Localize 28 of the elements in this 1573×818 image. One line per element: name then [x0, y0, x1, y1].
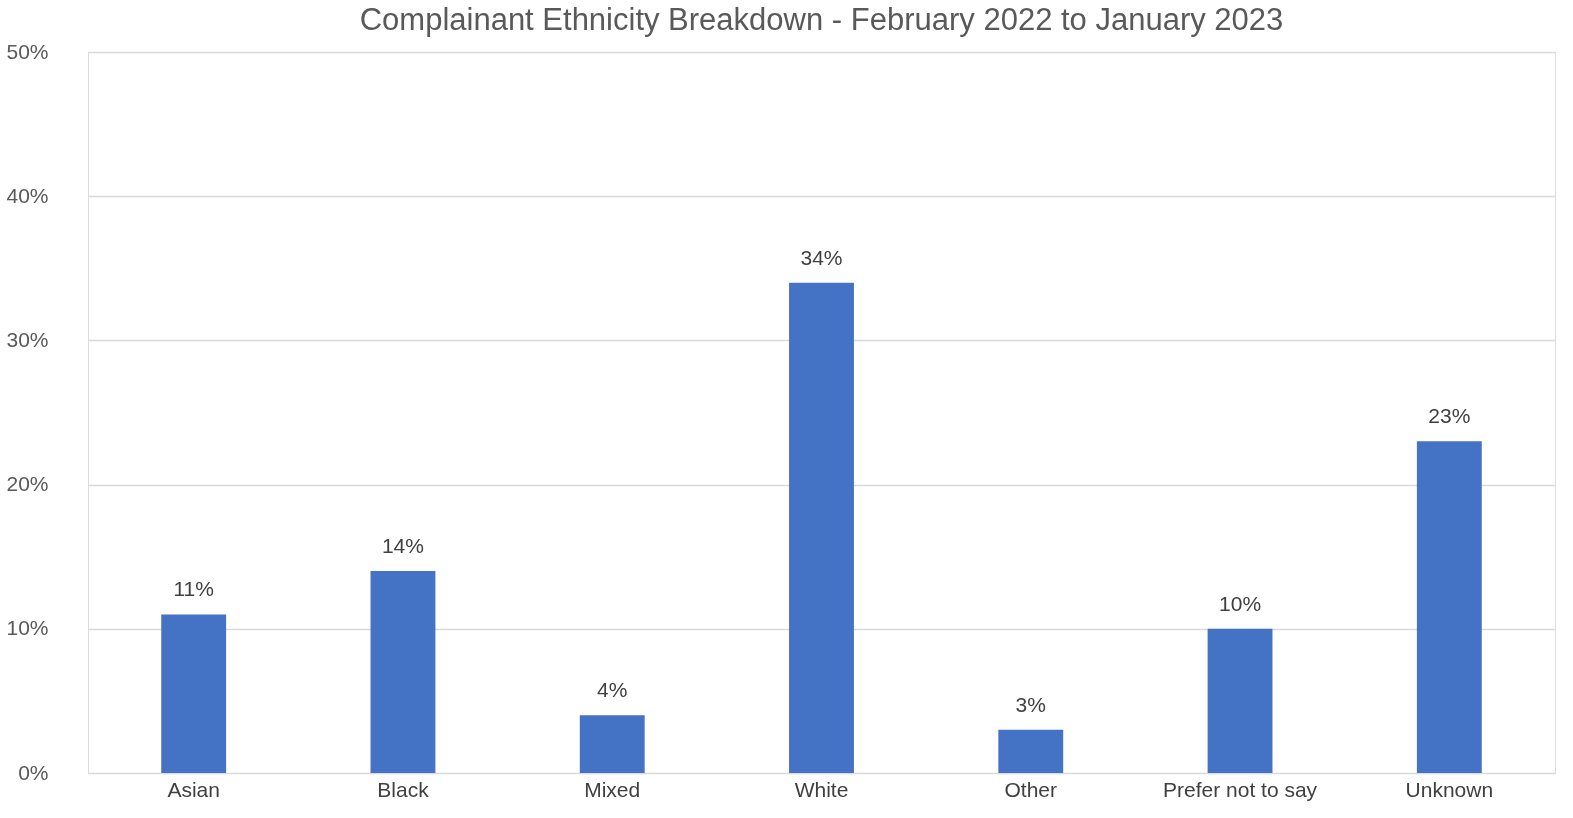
y-tick-label: 30% — [6, 327, 49, 351]
bar — [579, 715, 645, 773]
y-tick-label: 20% — [6, 472, 49, 496]
x-tick-label: Other — [1004, 777, 1058, 801]
bar — [370, 571, 436, 773]
x-tick-label: Asian — [167, 777, 220, 801]
y-tick-label: 10% — [6, 616, 49, 640]
x-tick-label: Unknown — [1405, 777, 1494, 801]
data-label: 11% — [173, 577, 214, 601]
x-tick-label: Mixed — [584, 777, 641, 801]
y-tick-label: 40% — [6, 183, 49, 207]
bar — [1207, 628, 1273, 773]
data-label: 14% — [381, 534, 424, 558]
data-label: 34% — [800, 245, 843, 269]
data-label: 10% — [1219, 591, 1262, 615]
data-label: 3% — [1015, 692, 1046, 716]
bar — [1416, 441, 1482, 773]
data-label: 4% — [597, 678, 628, 702]
bar — [161, 614, 227, 773]
y-tick-label: 0% — [18, 760, 49, 784]
bar — [998, 729, 1064, 773]
chart-title: Complainant Ethnicity Breakdown - February 2022 to January 2023 — [359, 2, 1284, 37]
bar — [789, 282, 854, 773]
y-tick-label: 50% — [6, 39, 49, 63]
x-tick-label: Black — [377, 777, 430, 801]
data-label: 23% — [1428, 404, 1471, 428]
x-tick-label: White — [794, 777, 849, 801]
x-tick-label: Prefer not to say — [1163, 777, 1318, 801]
